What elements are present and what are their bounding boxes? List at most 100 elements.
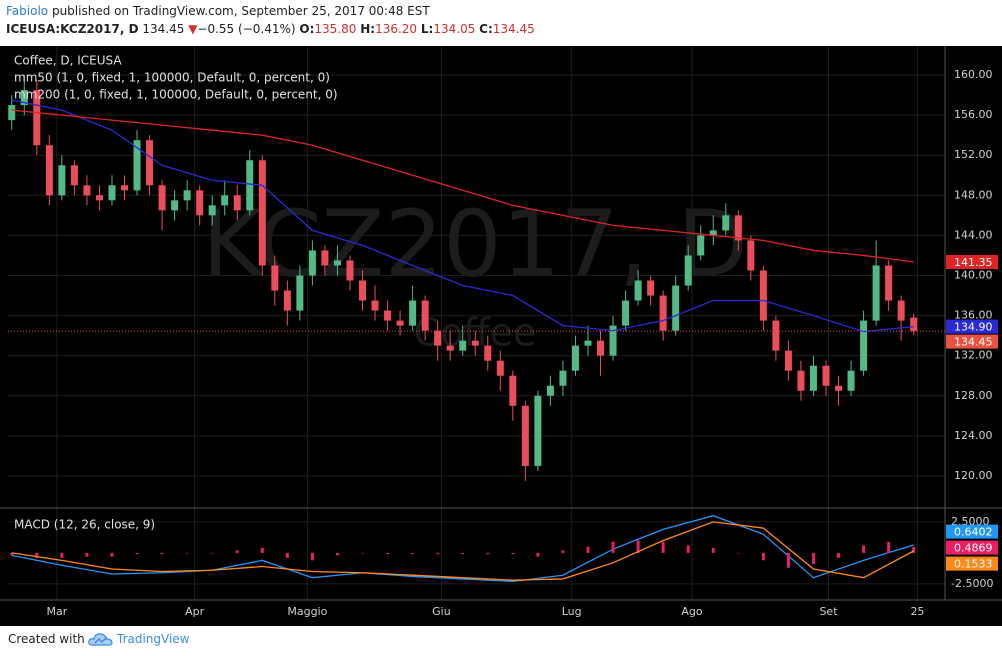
close-label: C: (479, 22, 493, 36)
candle-body (296, 275, 304, 311)
candle-body (559, 370, 567, 386)
last-price: 134.45 (142, 22, 185, 36)
price-label-box (946, 540, 998, 555)
candle-body (346, 260, 354, 281)
histogram-bar (887, 541, 891, 553)
histogram-bar (536, 552, 540, 557)
histogram-bar (135, 552, 139, 555)
histogram-bar (686, 545, 690, 553)
x-tick-label: Set (819, 605, 838, 618)
y-tick-label: 160.00 (954, 68, 993, 81)
price-label-box (946, 254, 998, 269)
candle-body (146, 140, 154, 186)
candle-body (196, 190, 204, 216)
candle-body (83, 185, 91, 196)
candle-body (45, 145, 53, 196)
candle-body (321, 250, 329, 266)
histogram-bar (661, 541, 665, 553)
author[interactable]: Fabiolo (6, 4, 49, 18)
histogram-bar (185, 552, 189, 554)
macd-title: MACD (12, 26, close, 9) (14, 518, 155, 532)
candle-body (421, 300, 429, 331)
candle-body (622, 300, 630, 326)
histogram-bar (586, 546, 590, 553)
high-value: 136.20 (375, 22, 418, 36)
candle-body (95, 195, 103, 201)
candle-body (158, 185, 166, 211)
chart-title: Coffee, D, ICEUSA (14, 54, 122, 68)
footer: Created with TradingView (0, 626, 1002, 656)
candle-body (70, 165, 78, 186)
histogram-bar (411, 552, 415, 555)
candle-body (333, 260, 341, 266)
marks (8, 75, 945, 583)
candle-body (872, 265, 880, 321)
histogram-bar (436, 552, 440, 555)
price-label: 134.90 (954, 321, 993, 334)
brand[interactable]: TradingView (117, 632, 190, 646)
axis-labels: 120.00 124.00 128.00 132.00 136.00 140.00 144.… (46, 68, 998, 618)
x-tick-label: Lug (562, 605, 582, 618)
histogram-bar (235, 550, 239, 553)
legend-entry: mm200 (1, 0, fixed, 1, 100000, Default, … (14, 88, 338, 102)
candle-body (734, 215, 742, 241)
histogram-bar (711, 547, 715, 553)
y-tick-label: 124.00 (954, 429, 993, 442)
change: −0.55 (−0.41%) (197, 22, 296, 36)
y-tick-label: 148.00 (954, 188, 993, 201)
x-tick-label: Apr (185, 605, 205, 618)
moving-average (11, 109, 914, 263)
histogram-bar (310, 552, 314, 561)
x-tick-label: Giu (432, 605, 451, 618)
candle-body (258, 160, 266, 266)
histogram-bar (811, 552, 815, 565)
histogram-bar (260, 547, 264, 553)
histogram-bar (35, 552, 39, 558)
quote-line: ICEUSA:KCZ2017, D 134.45 ▼−0.55 (−0.41%)… (6, 22, 535, 36)
price-label-box (946, 334, 998, 349)
candle-body (246, 160, 254, 211)
candle-body (509, 375, 517, 406)
candle-body (133, 140, 141, 191)
candle-body (283, 290, 291, 311)
legend-entry: mm50 (1, 0, fixed, 1, 100000, Default, 0… (14, 71, 330, 85)
candle-body (33, 90, 41, 146)
histogram-bar (636, 540, 640, 553)
y-tick-label: 132.00 (954, 349, 993, 362)
price-label: 141.35 (954, 256, 993, 269)
price-label: 0.1533 (954, 558, 993, 571)
histogram-bar (361, 552, 365, 554)
histogram-bar (85, 552, 89, 557)
histogram-bar (486, 552, 490, 555)
price-label: 0.4869 (954, 542, 993, 555)
histogram-bar (160, 552, 164, 555)
x-tick-label: Maggio (287, 605, 327, 618)
y-tick-label: 140.00 (954, 268, 993, 281)
candle-body (659, 295, 667, 331)
candle-body (910, 317, 918, 332)
low-label: L: (420, 22, 434, 36)
y-tick-label: 156.00 (954, 108, 993, 121)
candle-body (446, 345, 454, 351)
histogram-bar (60, 552, 64, 558)
macd-line (11, 521, 914, 581)
candle-body (484, 345, 492, 361)
candle-body (647, 280, 655, 296)
price-label-box (946, 524, 998, 539)
candle-body (208, 205, 216, 216)
histogram-bar (511, 552, 515, 555)
histogram-bar (210, 552, 214, 554)
candle-body (847, 370, 855, 391)
open-value: 135.80 (314, 22, 357, 36)
histogram-bar (386, 552, 390, 555)
histogram-bar (10, 552, 14, 556)
candle-body (58, 165, 66, 196)
change-arrow: ▼ (188, 22, 198, 36)
chart-background (0, 46, 1002, 626)
header: Fabiolo published on TradingView.com, Se… (0, 0, 1002, 46)
histogram-bar (912, 546, 916, 553)
histogram-bar (285, 552, 289, 558)
candle-body (747, 240, 755, 271)
